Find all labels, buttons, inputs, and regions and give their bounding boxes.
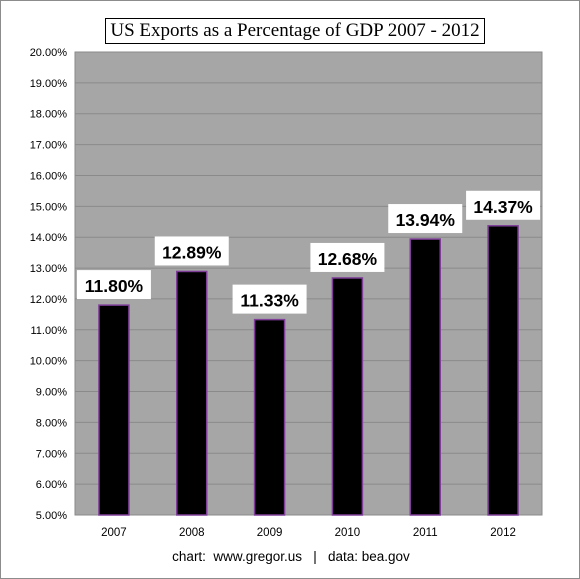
- x-axis-tick-labels: 2007 2008 2009 2010 2011 2012: [101, 527, 516, 539]
- y-tick-label: 9.00%: [36, 387, 67, 399]
- y-tick-label: 13.00%: [30, 263, 68, 275]
- data-label-background: [466, 190, 541, 220]
- bar-2008: [176, 270, 208, 516]
- x-tick-label-2007: 2007: [101, 527, 127, 539]
- x-tick-label-2011: 2011: [413, 527, 438, 539]
- x-tick-label-2010: 2010: [335, 527, 361, 539]
- bar-2010: [331, 277, 364, 516]
- y-tick-label: 12.00%: [30, 294, 68, 306]
- bar-2007: [98, 304, 130, 516]
- data-label-2010: 12.68%: [318, 249, 378, 269]
- y-tick-label: 16.00%: [30, 170, 68, 182]
- y-tick-label: 18.00%: [30, 109, 68, 121]
- chart-title: US Exports as a Percentage of GDP 2007 -…: [105, 18, 485, 44]
- y-tick-label: 20.00%: [30, 47, 68, 59]
- y-tick-label: 15.00%: [30, 201, 68, 213]
- data-labels: 11.80% 12.89% 11.33% 12.68% 13.94% 14.37%: [76, 190, 541, 314]
- data-label-2011: 13.94%: [396, 210, 456, 230]
- bar-2011: [409, 238, 441, 516]
- bar-2009: [253, 318, 286, 516]
- x-tick-label-2008: 2008: [179, 527, 205, 539]
- bar-2012: [487, 225, 519, 516]
- x-tick-label-2012: 2012: [490, 527, 516, 539]
- data-label-background: [76, 270, 151, 300]
- y-tick-label: 14.00%: [30, 232, 68, 244]
- y-tick-label: 6.00%: [36, 479, 67, 491]
- y-tick-label: 8.00%: [36, 417, 67, 429]
- data-label-2007: 11.80%: [85, 276, 144, 296]
- data-label-2008: 12.89%: [162, 242, 222, 262]
- data-label-background: [232, 284, 307, 314]
- data-label-2012: 14.37%: [473, 197, 533, 217]
- y-tick-label: 19.00%: [30, 78, 68, 90]
- data-label-background: [154, 236, 229, 266]
- y-tick-label: 5.00%: [36, 510, 67, 522]
- plot-area: [74, 51, 543, 516]
- y-tick-label: 10.00%: [30, 356, 68, 368]
- y-tick-label: 11.00%: [31, 325, 68, 337]
- y-tick-label: 17.00%: [30, 140, 68, 152]
- source-credit: chart: www.gregor.us | data: bea.gov: [172, 549, 410, 564]
- x-tick-label-2009: 2009: [257, 527, 283, 539]
- bars: [98, 225, 519, 516]
- data-label-2009: 11.33%: [240, 291, 299, 311]
- y-axis-tick-labels: 5.00% 6.00% 7.00% 8.00% 9.00% 10.00% 11.00% 12.…: [30, 47, 68, 522]
- data-label-background: [388, 204, 463, 234]
- data-label-background: [310, 242, 385, 272]
- y-tick-label: 7.00%: [36, 448, 67, 460]
- gridlines: [75, 51, 542, 516]
